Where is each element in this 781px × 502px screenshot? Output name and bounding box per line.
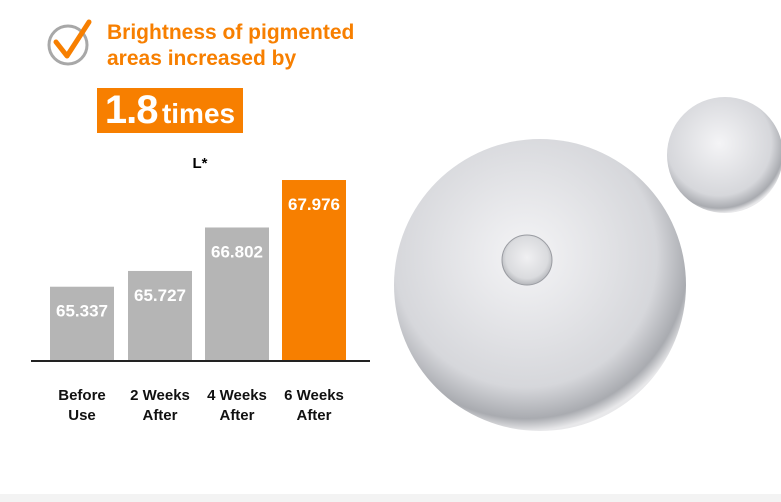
footer-band — [0, 494, 781, 502]
highlight-value: 1.8 — [104, 88, 159, 132]
x-tick-label: Before Use — [58, 387, 106, 424]
bar — [282, 180, 346, 360]
x-tick-label: 6 Weeks After — [284, 387, 344, 424]
title: Brightness of pigmented areas increased … — [107, 21, 355, 70]
droplet-bump — [501, 234, 553, 286]
x-tick-label: 2 Weeks After — [130, 387, 190, 424]
droplet — [394, 139, 686, 431]
value-label: 65.727 — [134, 286, 186, 305]
x-tick-label: 4 Weeks After — [207, 387, 267, 424]
bar — [128, 270, 192, 360]
highlight: 1.8 times — [97, 88, 243, 133]
value-label: 66.802 — [211, 242, 263, 261]
check-mark — [53, 19, 92, 59]
highlight-unit: times — [161, 98, 236, 129]
y-label: L* — [193, 155, 208, 172]
value-label: 67.976 — [288, 195, 340, 214]
droplet-small — [667, 97, 781, 213]
check-circle — [47, 24, 89, 66]
value-label: 65.337 — [56, 302, 108, 321]
bar — [50, 286, 114, 360]
bar — [205, 227, 269, 360]
